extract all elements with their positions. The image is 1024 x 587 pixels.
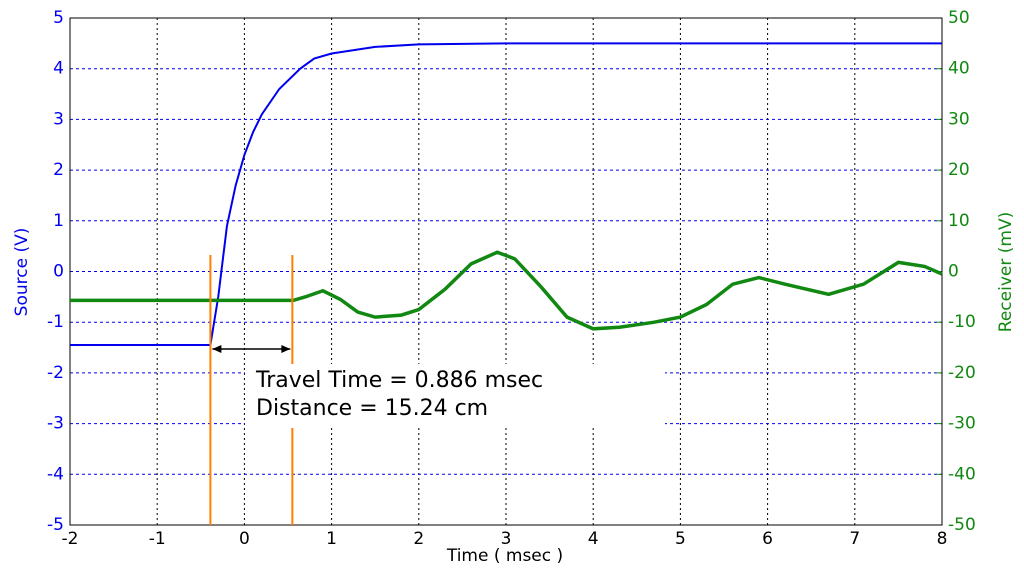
y-tick-label: 1 <box>53 211 64 231</box>
y2-tick-label: 0 <box>948 262 959 282</box>
x-tick-label: 3 <box>501 529 512 549</box>
y2-tick-label: -20 <box>948 363 976 383</box>
x-tick-label: 4 <box>588 529 599 549</box>
y-tick-label: -4 <box>47 464 64 484</box>
x-axis-label: Time ( msec ) <box>446 546 563 566</box>
annotation: Distance = 15.24 cm <box>256 396 488 421</box>
y2-axis-label: Receiver (mV) <box>996 212 1016 332</box>
y-tick-label: 2 <box>53 160 64 180</box>
y-tick-label: 3 <box>53 109 64 129</box>
x-tick-label: -1 <box>149 529 166 549</box>
annotation: Travel Time = 0.886 msec <box>255 368 543 393</box>
series-line <box>70 42 942 347</box>
y-tick-label: -5 <box>47 515 64 535</box>
y-tick-label: 4 <box>53 59 64 79</box>
x-tick-label: 2 <box>413 529 424 549</box>
y2-tick-label: -50 <box>948 515 976 535</box>
y-tick-label: 5 <box>53 8 64 28</box>
y2-tick-label: 20 <box>948 160 970 180</box>
y2-tick-label: 40 <box>948 59 970 79</box>
y-tick-label: -3 <box>47 414 64 434</box>
y-tick-label: -2 <box>47 363 64 383</box>
x-tick-label: 1 <box>326 529 337 549</box>
y-tick-label: -1 <box>47 312 64 332</box>
plot-frame <box>69 17 943 526</box>
y-tick-label: 0 <box>53 262 64 282</box>
series-line <box>70 250 943 331</box>
y2-tick-label: -30 <box>948 414 976 434</box>
x-tick-label: 7 <box>849 529 860 549</box>
x-tick-label: -2 <box>62 529 79 549</box>
y2-tick-label: -10 <box>948 312 976 332</box>
x-tick-label: 6 <box>762 529 773 549</box>
y2-tick-label: 30 <box>948 109 970 129</box>
annotation-box <box>245 364 665 428</box>
y2-tick-label: 50 <box>948 8 970 28</box>
y-axis-label: Source (V) <box>12 228 32 317</box>
x-tick-label: 0 <box>239 529 250 549</box>
arrow-head <box>212 345 291 353</box>
x-tick-label: 5 <box>675 529 686 549</box>
x-tick-label: 8 <box>937 529 948 549</box>
y2-tick-label: 10 <box>948 211 970 231</box>
y2-tick-label: -40 <box>948 464 976 484</box>
